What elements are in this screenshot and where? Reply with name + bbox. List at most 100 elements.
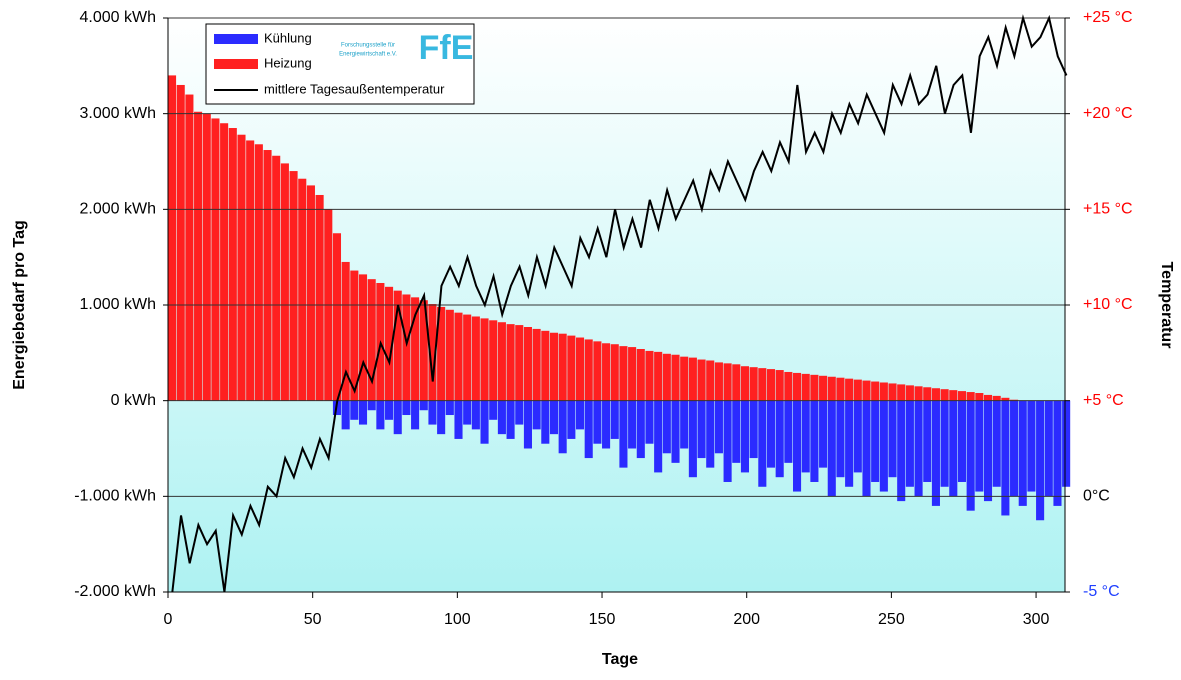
y-tick-label: 1.000 kWh — [80, 296, 156, 313]
bar — [758, 400, 767, 487]
bar — [1010, 400, 1019, 497]
bar — [931, 400, 940, 506]
bar — [827, 400, 836, 497]
bar — [593, 341, 602, 401]
bar — [688, 357, 697, 401]
bar — [463, 400, 472, 425]
bar — [966, 392, 975, 401]
y2-axis-label: Temperatur — [1158, 262, 1175, 349]
bar — [636, 349, 645, 401]
temperature-line — [171, 14, 1068, 593]
bar — [645, 350, 654, 401]
bar — [654, 351, 663, 401]
y2-tick-label: 0°C — [1083, 488, 1110, 505]
bar — [437, 400, 446, 435]
logo-text: Forschungsstelle für — [341, 43, 395, 49]
bar — [628, 400, 637, 449]
bar — [298, 178, 307, 401]
bar — [905, 400, 914, 487]
bar — [957, 400, 967, 482]
y2-tick-label: -5 °C — [1083, 583, 1120, 600]
bar — [454, 312, 463, 401]
bar — [515, 325, 524, 401]
bar — [575, 337, 585, 401]
bar — [983, 400, 993, 502]
bar — [862, 400, 871, 497]
bar — [671, 354, 680, 401]
bar — [411, 297, 420, 401]
bar — [497, 322, 506, 401]
bar — [567, 335, 576, 401]
bar — [332, 233, 342, 401]
bar — [419, 300, 428, 401]
bar — [246, 140, 255, 401]
bar — [619, 346, 628, 401]
bar — [801, 400, 810, 473]
bar — [168, 75, 177, 401]
bar — [263, 150, 272, 401]
bar — [749, 367, 758, 401]
bar — [549, 332, 559, 401]
bar — [836, 400, 845, 478]
bar — [385, 286, 394, 401]
bar — [975, 400, 984, 492]
bar — [1001, 397, 1010, 401]
bar — [367, 279, 376, 401]
y2-tick-label: +25 °C — [1083, 9, 1133, 26]
bar — [385, 400, 394, 420]
bar — [940, 400, 949, 487]
bar — [1001, 400, 1010, 516]
bar — [341, 261, 350, 401]
bar — [602, 343, 611, 401]
bar — [628, 347, 637, 401]
bar — [766, 400, 776, 468]
bar — [845, 400, 854, 487]
bar — [575, 400, 585, 430]
bar — [775, 370, 784, 401]
bar — [471, 316, 480, 401]
bar — [237, 134, 246, 401]
bar — [350, 400, 359, 420]
bar — [714, 400, 723, 454]
y-tick-label: -1.000 kWh — [74, 488, 156, 505]
bar — [1027, 400, 1036, 492]
bar — [1044, 400, 1053, 497]
bar — [584, 339, 593, 401]
bar — [680, 400, 689, 449]
bar — [558, 333, 567, 401]
bar — [740, 400, 750, 473]
bar — [532, 400, 541, 430]
bar — [827, 376, 836, 401]
bar — [306, 185, 315, 401]
bar — [636, 400, 645, 459]
bar — [732, 364, 741, 401]
bar — [532, 328, 541, 401]
y-tick-label: 2.000 kWh — [80, 201, 156, 218]
x-tick-label: 250 — [878, 611, 905, 628]
bar — [766, 369, 776, 401]
bar — [402, 294, 411, 401]
bar — [940, 389, 949, 401]
y-tick-label: 4.000 kWh — [80, 9, 156, 26]
bar — [671, 400, 680, 463]
bar — [549, 400, 559, 435]
bar — [619, 400, 628, 468]
y2-tick-label: +5 °C — [1083, 392, 1124, 409]
bar — [523, 327, 532, 401]
x-tick-label: 200 — [733, 611, 760, 628]
bar — [280, 163, 289, 401]
bar — [966, 400, 975, 511]
bar — [341, 400, 350, 430]
bar — [975, 393, 984, 401]
bar — [480, 318, 489, 401]
bar — [1053, 400, 1062, 506]
bar — [367, 400, 376, 411]
bar — [810, 374, 819, 401]
bar — [949, 390, 958, 401]
x-axis-label: Tage — [602, 651, 638, 668]
bar — [654, 400, 663, 473]
bar — [567, 400, 576, 439]
bar — [836, 377, 845, 401]
bar — [228, 128, 237, 401]
bar — [697, 400, 706, 459]
